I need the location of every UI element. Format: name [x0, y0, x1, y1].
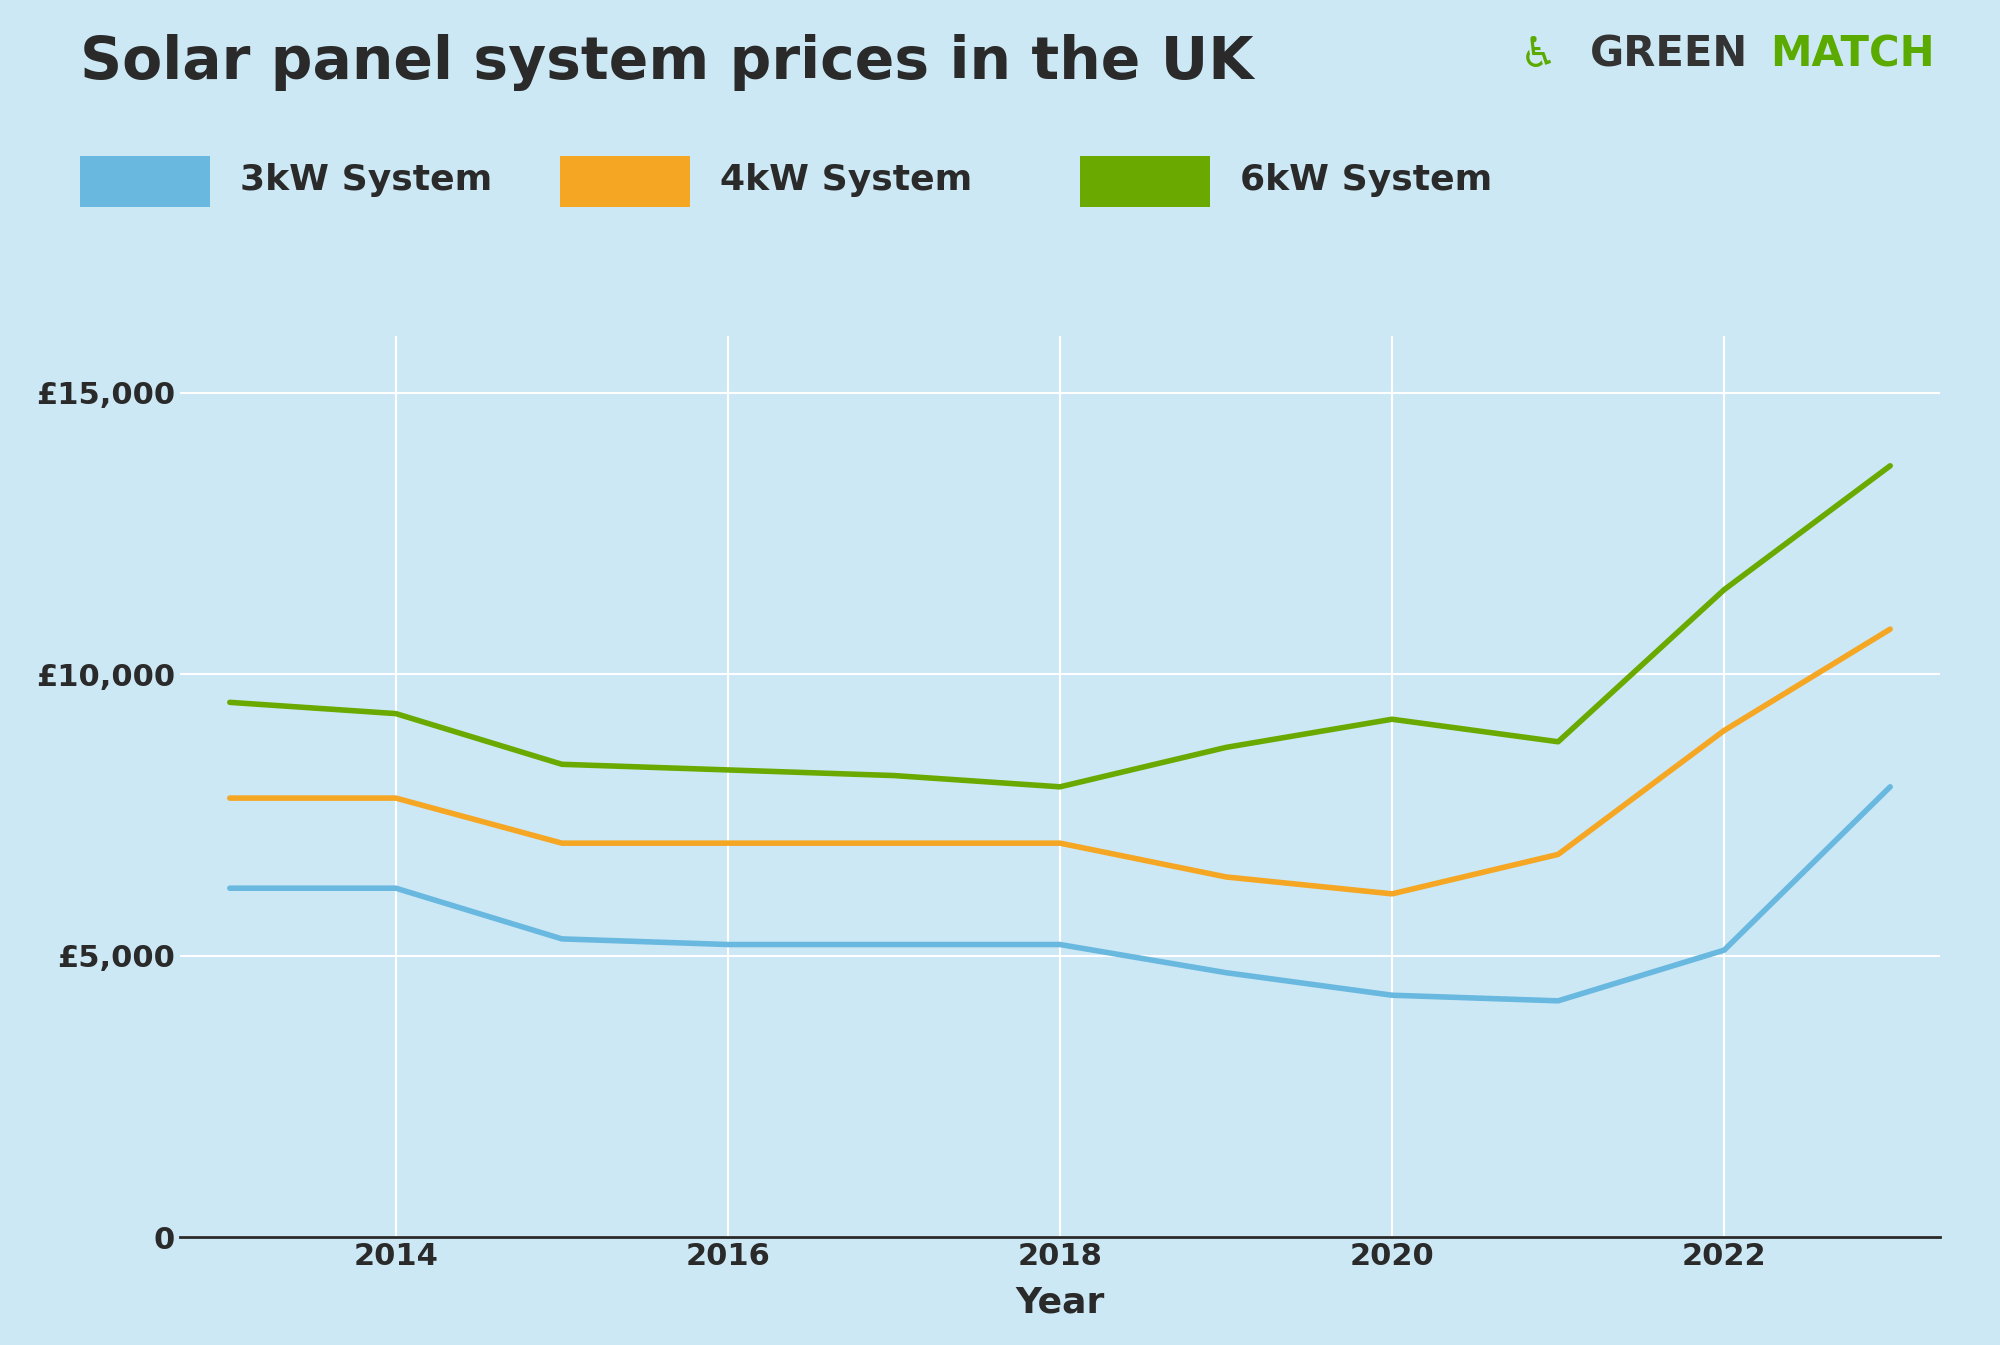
Text: 6kW System: 6kW System — [1240, 163, 1492, 196]
Text: Solar panel system prices in the UK: Solar panel system prices in the UK — [80, 34, 1254, 90]
Text: GREEN: GREEN — [1590, 34, 1748, 75]
Text: ♿: ♿ — [1520, 34, 1558, 75]
Text: MATCH: MATCH — [1770, 34, 1934, 75]
X-axis label: Year: Year — [1016, 1286, 1104, 1319]
Text: 3kW System: 3kW System — [240, 163, 492, 196]
Text: 4kW System: 4kW System — [720, 163, 972, 196]
